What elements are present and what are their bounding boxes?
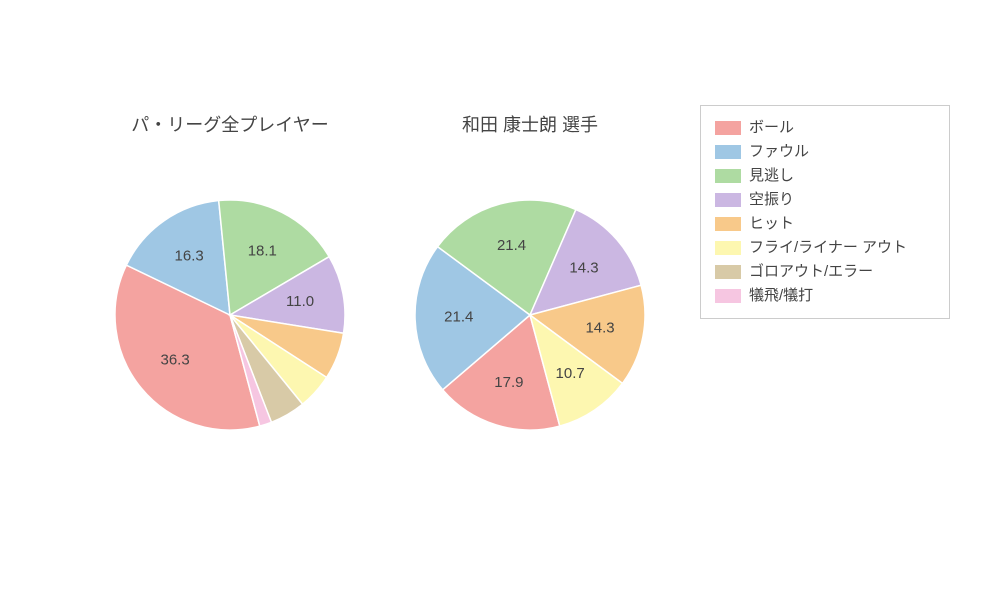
- legend-swatch: [715, 145, 741, 159]
- slice-value-label: 10.7: [556, 365, 585, 382]
- slice-value-label: 36.3: [161, 351, 190, 368]
- legend-label: ゴロアウト/エラー: [749, 260, 873, 284]
- chart-title-player: 和田 康士朗 選手: [380, 111, 680, 137]
- slice-value-label: 18.1: [248, 242, 277, 259]
- legend-label: 犠飛/犠打: [749, 284, 813, 308]
- legend-item: 犠飛/犠打: [715, 284, 935, 308]
- legend-swatch: [715, 169, 741, 183]
- legend-item: 見逃し: [715, 164, 935, 188]
- legend-swatch: [715, 241, 741, 255]
- legend-swatch: [715, 217, 741, 231]
- legend-label: 見逃し: [749, 164, 794, 188]
- legend-item: ボール: [715, 116, 935, 140]
- legend-label: フライ/ライナー アウト: [749, 236, 907, 260]
- chart-title-league: パ・リーグ全プレイヤー: [80, 111, 380, 137]
- legend-item: フライ/ライナー アウト: [715, 236, 935, 260]
- legend-label: ファウル: [749, 140, 809, 164]
- legend-swatch: [715, 193, 741, 207]
- slice-value-label: 16.3: [175, 248, 204, 265]
- legend-swatch: [715, 121, 741, 135]
- slice-value-label: 17.9: [494, 374, 523, 391]
- legend-label: ボール: [749, 116, 794, 140]
- slice-value-label: 14.3: [569, 259, 598, 276]
- legend-label: ヒット: [749, 212, 794, 236]
- pie-chart-player: 17.9 21.4 21.4 14.3 14.3 10.7: [413, 198, 647, 432]
- legend-swatch: [715, 265, 741, 279]
- slice-value-label: 21.4: [497, 237, 526, 254]
- slice-value-label: 14.3: [585, 319, 614, 336]
- legend-item: 空振り: [715, 188, 935, 212]
- slice-value-label: 21.4: [444, 309, 473, 326]
- slice-value-label: 11.0: [286, 293, 314, 310]
- legend-label: 空振り: [749, 188, 794, 212]
- legend-item: ゴロアウト/エラー: [715, 260, 935, 284]
- chart-stage: パ・リーグ全プレイヤー 36.3 16.3 18.1 11.0 和田 康士朗 選手 17.9…: [0, 0, 1000, 600]
- legend-swatch: [715, 289, 741, 303]
- legend-item: ファウル: [715, 140, 935, 164]
- legend-item: ヒット: [715, 212, 935, 236]
- legend: ボールファウル見逃し空振りヒットフライ/ライナー アウトゴロアウト/エラー犠飛/…: [700, 105, 950, 319]
- pie-chart-league: 36.3 16.3 18.1 11.0: [113, 198, 347, 432]
